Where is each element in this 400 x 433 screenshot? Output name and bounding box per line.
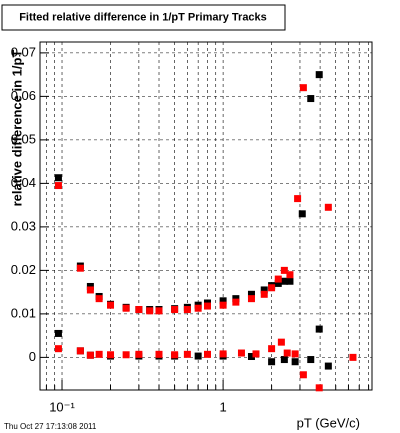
x-axis-label: pT (GeV/c): [297, 415, 360, 430]
marker: [274, 279, 282, 287]
marker: [294, 195, 302, 203]
marker: [268, 358, 276, 366]
marker: [283, 349, 291, 357]
marker: [155, 350, 163, 358]
y-tick-label: 0.07: [11, 44, 36, 59]
y-tick-label: 0.06: [11, 88, 36, 103]
marker: [268, 284, 276, 292]
marker: [155, 307, 163, 315]
y-tick-label: 0.05: [11, 131, 36, 146]
marker: [232, 298, 240, 306]
marker: [237, 349, 245, 357]
marker: [315, 71, 323, 79]
marker: [247, 295, 255, 303]
marker: [286, 271, 294, 279]
marker: [76, 347, 84, 355]
marker: [135, 306, 143, 314]
marker: [86, 286, 94, 294]
marker: [194, 352, 202, 360]
marker: [203, 302, 211, 310]
marker: [54, 329, 62, 337]
marker: [183, 350, 191, 358]
marker: [307, 95, 315, 103]
marker: [171, 351, 179, 359]
marker: [122, 304, 130, 312]
y-axis-label: relative difference in 1/pT: [9, 50, 24, 207]
marker: [122, 351, 130, 359]
marker: [219, 297, 227, 305]
marker: [54, 174, 62, 182]
marker: [54, 345, 62, 353]
date-stamp: Thu Oct 27 17:13:08 2011: [4, 422, 97, 431]
marker: [203, 350, 211, 358]
marker: [299, 84, 307, 92]
marker: [95, 295, 103, 303]
marker: [194, 304, 202, 312]
marker: [247, 290, 255, 298]
marker: [280, 277, 288, 285]
y-tick-label: 0.02: [11, 262, 36, 277]
marker: [171, 306, 179, 314]
marker: [315, 384, 323, 392]
marker: [274, 275, 282, 283]
marker: [86, 351, 94, 359]
marker: [315, 325, 323, 333]
y-tick-label: 0.01: [11, 305, 36, 320]
marker: [291, 358, 299, 366]
marker: [307, 356, 315, 364]
marker: [280, 356, 288, 364]
marker: [268, 345, 276, 353]
marker: [298, 210, 306, 218]
marker: [76, 264, 84, 272]
marker: [54, 182, 62, 190]
marker: [277, 338, 285, 346]
marker: [95, 350, 103, 358]
chart-title: Fitted relative difference in 1/pT Prima…: [19, 11, 267, 23]
marker: [183, 306, 191, 314]
x-tick-label: 10⁻¹: [49, 399, 75, 414]
marker: [291, 350, 299, 358]
y-tick-label: 0.04: [11, 175, 36, 190]
marker: [107, 301, 115, 309]
marker: [260, 290, 268, 298]
marker: [219, 350, 227, 358]
marker: [252, 350, 260, 358]
marker: [349, 353, 357, 361]
x-tick-label: 1: [219, 399, 226, 414]
marker: [146, 307, 154, 315]
plot-frame: [39, 41, 373, 391]
marker: [219, 301, 227, 309]
y-tick-label: 0.03: [11, 218, 36, 233]
title-box: [1, 4, 286, 31]
marker: [247, 353, 255, 361]
marker: [299, 371, 307, 379]
marker: [324, 203, 332, 211]
marker: [286, 277, 294, 285]
marker: [324, 362, 332, 370]
y-tick-label: 0: [29, 349, 36, 364]
marker: [107, 351, 115, 359]
marker: [135, 350, 143, 358]
marker: [260, 286, 268, 294]
marker: [280, 266, 288, 274]
